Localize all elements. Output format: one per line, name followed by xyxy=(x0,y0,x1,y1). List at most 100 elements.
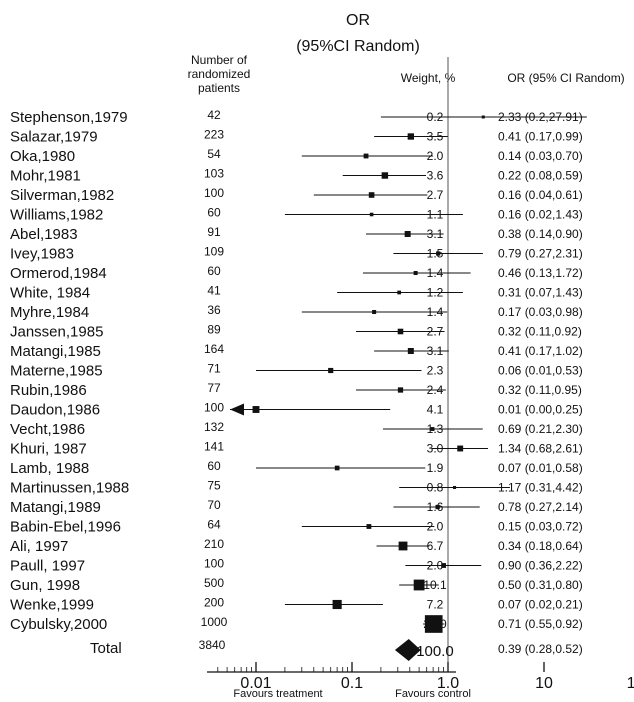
study-name: Wenke,1999 xyxy=(10,597,94,614)
point-estimate-square xyxy=(372,309,377,315)
study-name: Stephenson,1979 xyxy=(10,109,128,126)
study-row: Salazar,1979 223 3.5 0.41 (0.17,0.99) xyxy=(10,128,583,146)
study-name: Ormerod,1984 xyxy=(10,265,107,282)
study-patients: 60 xyxy=(207,206,221,220)
point-estimate-square xyxy=(368,192,375,198)
point-estimate-square xyxy=(407,133,415,140)
study-patients: 164 xyxy=(204,342,224,356)
x-tick-label: 0.1 xyxy=(341,675,363,692)
point-estimate-square xyxy=(328,367,334,374)
study-name: Daudon,1986 xyxy=(10,402,100,419)
point-estimate-square xyxy=(481,115,485,119)
weight-header: Weight, % xyxy=(401,71,456,85)
study-patients: 141 xyxy=(204,440,224,454)
study-row: Williams,1982 60 1.1 0.16 (0.02,1.43) xyxy=(10,206,583,224)
study-weight: 1.9 xyxy=(427,461,444,475)
study-patients: 100 xyxy=(204,401,224,415)
study-name: Matangi,1985 xyxy=(10,343,101,360)
study-weight: 6.7 xyxy=(427,539,444,553)
study-weight: 3.6 xyxy=(427,169,444,183)
study-or-ci: 0.71 (0.55,0.92) xyxy=(498,617,583,631)
study-patients: 200 xyxy=(204,596,224,610)
study-patients: 71 xyxy=(207,362,221,376)
study-row: Myhre,1984 36 1.4 0.17 (0.03,0.98) xyxy=(10,303,583,321)
study-or-ci: 0.07 (0.02,0.21) xyxy=(498,598,583,612)
point-estimate-square xyxy=(252,406,260,413)
study-name: Ivey,1983 xyxy=(10,246,74,263)
study-row: Rubin,1986 77 2.4 0.32 (0.11,0.95) xyxy=(10,381,582,399)
total-or-ci: 0.39 (0.28,0.52) xyxy=(498,642,583,656)
point-estimate-square xyxy=(369,212,374,217)
study-patients: 36 xyxy=(207,303,221,317)
study-name: Vecht,1986 xyxy=(10,421,85,438)
study-row: Materne,1985 71 2.3 0.06 (0.01,0.53) xyxy=(10,362,583,380)
x-tick-label: 100 xyxy=(627,675,634,692)
study-weight: 7.2 xyxy=(427,598,444,612)
study-name: Khuri, 1987 xyxy=(10,441,87,458)
study-patients: 132 xyxy=(204,420,224,434)
study-patients: 70 xyxy=(207,498,221,512)
study-name: Matangi,1989 xyxy=(10,499,101,516)
study-name: Myhre,1984 xyxy=(10,304,89,321)
study-patients: 100 xyxy=(204,186,224,200)
point-estimate-square xyxy=(332,599,342,610)
point-estimate-square xyxy=(413,270,418,276)
study-row: Matangi,1989 70 1.6 0.78 (0.27,2.14) xyxy=(10,498,583,516)
study-or-ci: 0.38 (0.14,0.90) xyxy=(498,227,583,241)
study-row: Janssen,1985 89 2.7 0.32 (0.11,0.92) xyxy=(10,323,582,341)
study-name: Ali, 1997 xyxy=(10,538,68,555)
point-estimate-square xyxy=(457,445,464,452)
point-estimate-square xyxy=(441,563,447,568)
total-row: Total 3840 100.0 0.39 (0.28,0.52) xyxy=(90,638,583,661)
study-name: Lamb, 1988 xyxy=(10,460,89,477)
study-or-ci: 0.31 (0.07,1.43) xyxy=(498,286,583,300)
study-name: Williams,1982 xyxy=(10,207,103,224)
study-or-ci: 1.17 (0.31,4.42) xyxy=(498,481,583,495)
study-patients: 60 xyxy=(207,459,221,473)
study-or-ci: 0.01 (0.00,0.25) xyxy=(498,403,583,417)
study-weight: 4.1 xyxy=(427,403,444,417)
x-tick-label: 10 xyxy=(535,675,553,692)
study-row: Matangi,1985 164 3.1 0.41 (0.17,1.02) xyxy=(10,342,583,360)
x-label-favours-control: Favours control xyxy=(395,688,471,700)
study-patients: 77 xyxy=(207,381,221,395)
chart-title-line1: OR xyxy=(346,12,370,29)
patients-header-line2: randomized xyxy=(188,67,251,81)
study-or-ci: 0.16 (0.04,0.61) xyxy=(498,188,583,202)
study-name: Mohr,1981 xyxy=(10,168,81,185)
study-or-ci: 0.07 (0.01,0.58) xyxy=(498,461,583,475)
study-name: Babin-Ebel,1996 xyxy=(10,519,121,536)
study-row: Oka,1980 54 2.0 0.14 (0.03,0.70) xyxy=(10,147,583,165)
study-patients: 109 xyxy=(204,245,224,259)
point-estimate-square xyxy=(381,172,389,179)
study-row: Ormerod,1984 60 1.4 0.46 (0.13,1.72) xyxy=(10,264,583,282)
study-or-ci: 0.79 (0.27,2.31) xyxy=(498,247,583,261)
study-row: Lamb, 1988 60 1.9 0.07 (0.01,0.58) xyxy=(10,459,583,477)
study-name: Martinussen,1988 xyxy=(10,480,129,497)
study-name: Gun, 1998 xyxy=(10,577,80,594)
study-or-ci: 0.41 (0.17,1.02) xyxy=(498,344,583,358)
study-row: Ivey,1983 109 1.5 0.79 (0.27,2.31) xyxy=(10,245,583,263)
study-or-ci: 1.34 (0.68,2.61) xyxy=(498,442,583,456)
chart-title-line2: (95%CI Random) xyxy=(296,38,420,55)
study-patients: 91 xyxy=(207,225,221,239)
study-name: Materne,1985 xyxy=(10,363,103,380)
study-patients: 100 xyxy=(204,557,224,571)
study-patients: 500 xyxy=(204,576,224,590)
study-patients: 210 xyxy=(204,537,224,551)
point-estimate-square xyxy=(363,153,369,159)
x-axis-ticks: 0.01 0.1 1.0 10 100 xyxy=(217,662,634,692)
study-or-ci: 0.34 (0.18,0.64) xyxy=(498,539,583,553)
study-name: White, 1984 xyxy=(10,285,90,302)
study-name: Silverman,1982 xyxy=(10,187,114,204)
study-row: Vecht,1986 132 1.3 0.69 (0.21,2.30) xyxy=(10,420,583,438)
study-row: Wenke,1999 200 7.2 0.07 (0.02,0.21) xyxy=(10,596,583,614)
study-or-ci: 0.90 (0.36,2.22) xyxy=(498,559,583,573)
study-or-ci: 0.32 (0.11,0.95) xyxy=(498,383,582,397)
point-estimate-square xyxy=(397,328,404,335)
study-row: Gun, 1998 500 10.1 0.50 (0.31,0.80) xyxy=(10,576,583,594)
point-estimate-square xyxy=(413,579,425,591)
total-patients: 3840 xyxy=(199,638,226,652)
study-or-ci: 0.06 (0.01,0.53) xyxy=(498,364,583,378)
